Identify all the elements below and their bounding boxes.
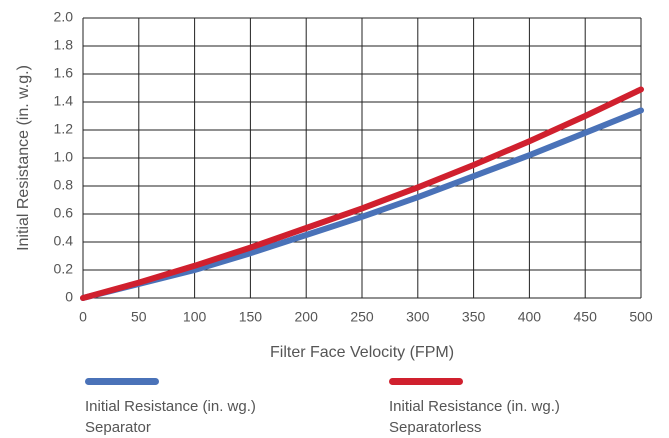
chart: Filter Face Velocity (FPM) Initial Resis… <box>15 9 653 362</box>
x-tick-label: 100 <box>183 309 207 325</box>
y-tick-label: 0.2 <box>54 261 74 277</box>
y-tick-label: 0.6 <box>54 205 74 221</box>
y-tick-label: 0.8 <box>54 177 74 193</box>
y-tick-label: 0.4 <box>54 233 74 249</box>
data-line <box>80 86 644 301</box>
x-axis-label: Filter Face Velocity (FPM) <box>270 344 454 361</box>
legend-swatch <box>389 378 463 385</box>
data-line <box>80 107 644 301</box>
x-tick-label: 400 <box>518 309 542 325</box>
x-tick-label: 450 <box>574 309 598 325</box>
y-tick-label: 0 <box>65 289 73 305</box>
x-tick-label: 50 <box>131 309 147 325</box>
y-tick-label: 1.0 <box>54 149 74 165</box>
legend-label: Initial Resistance (in. wg.) Separator <box>85 398 256 436</box>
y-tick-label: 2.0 <box>54 9 74 25</box>
y-tick-label: 1.4 <box>54 93 74 109</box>
legend-swatch <box>85 378 159 385</box>
x-tick-label: 250 <box>350 309 374 325</box>
x-tick-label: 300 <box>406 309 430 325</box>
x-tick-label: 350 <box>462 309 486 325</box>
x-tick-label: 500 <box>629 309 653 325</box>
y-tick-label: 1.8 <box>54 37 74 53</box>
x-tick-label: 200 <box>295 309 319 325</box>
x-tick-label: 150 <box>239 309 263 325</box>
y-tick-label: 1.2 <box>54 121 74 137</box>
x-tick-label: 0 <box>79 309 87 325</box>
legend-label: Initial Resistance (in. wg.) Separatorle… <box>389 398 560 436</box>
y-axis-label: Initial Resistance (in. w.g.) <box>15 65 32 251</box>
y-tick-label: 1.6 <box>54 65 74 81</box>
